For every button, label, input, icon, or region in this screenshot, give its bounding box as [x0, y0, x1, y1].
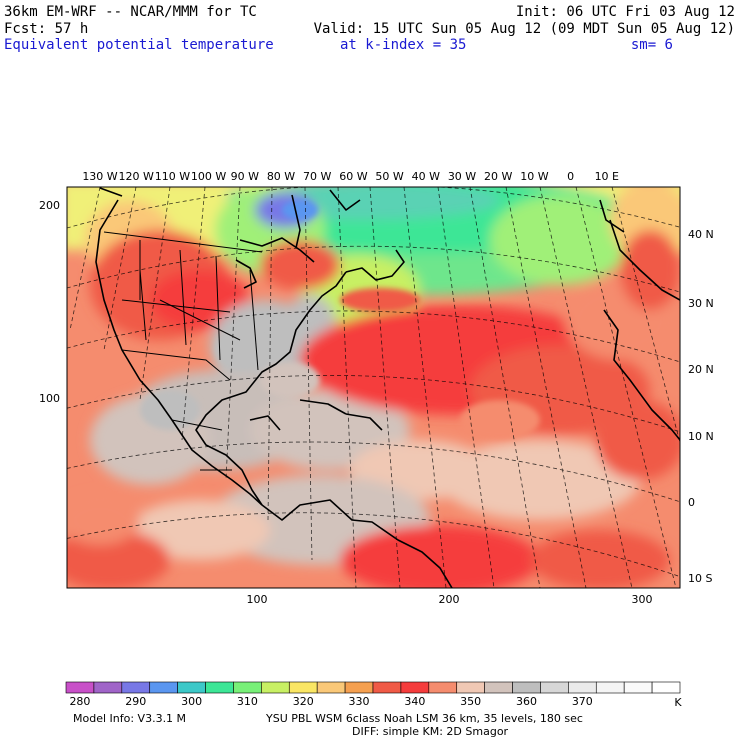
longitude-labels: 130 W 120 W 110 W 100 W 90 W 80 W 70 W 60 W 50 W…	[82, 170, 619, 183]
grid-index-label: 100	[39, 392, 60, 405]
longitude-label: 60 W	[339, 170, 367, 183]
grid-index-label: 300	[632, 593, 653, 606]
colorbar-tick-label: 280	[69, 695, 90, 708]
latitude-label: 10 N	[688, 430, 714, 443]
colorbar-swatch	[288, 681, 318, 694]
colorbar-tick-label: 370	[572, 695, 593, 708]
longitude-label: 80 W	[267, 170, 295, 183]
map-frame	[66, 186, 681, 589]
colorbar-swatch	[177, 681, 206, 694]
grid-index-label: 100	[247, 593, 268, 606]
colorbar-swatch	[623, 681, 653, 694]
latitude-label: 20 N	[688, 363, 714, 376]
colorbar-tick-label: 320	[293, 695, 314, 708]
longitude-label: 40 W	[412, 170, 440, 183]
level-info: at k-index = 35	[340, 37, 466, 53]
longitude-label: 10 W	[520, 170, 548, 183]
colorbar-swatch	[149, 681, 178, 694]
colorbar-tick-label: 290	[125, 695, 146, 708]
colorbar-tick-label: 340	[404, 695, 425, 708]
coastlines	[95, 187, 680, 588]
longitude-label: 110 W	[155, 170, 190, 183]
grid-index-label: 200	[439, 593, 460, 606]
physics-info: YSU PBL WSM 6class Noah LSM 36 km, 35 le…	[265, 712, 583, 725]
theta-e-detail	[140, 200, 540, 440]
latitude-label: 0	[688, 496, 695, 509]
latitude-labels: 40 N 30 N 20 N 10 N 0 10 S	[688, 228, 714, 585]
colorbar-swatch	[400, 681, 430, 694]
graticule	[67, 187, 680, 588]
colorbar-swatch	[65, 681, 95, 694]
colorbar-swatch	[93, 681, 123, 694]
colorbar-tick-label: 310	[237, 695, 258, 708]
longitude-label: 10 E	[595, 170, 619, 183]
field-name: Equivalent potential temperature	[4, 37, 274, 53]
model-title: 36km EM-WRF -- NCAR/MMM for TC	[4, 4, 257, 20]
init-time: Init: 06 UTC Fri 03 Aug 12	[516, 4, 735, 20]
left-grid-labels: 200 100	[39, 199, 60, 405]
colorbar-tick-label: 360	[516, 695, 537, 708]
diffusion-info: DIFF: simple KM: 2D Smagor	[352, 725, 509, 738]
longitude-label: 120 W	[119, 170, 154, 183]
colorbar-swatch	[512, 681, 541, 694]
colorbar-tick-labels: 280 290 300 310 320 330 340 350 360 370	[69, 695, 592, 708]
colorbar-swatch	[233, 681, 262, 694]
model-info: Model Info: V3.3.1 M	[73, 712, 186, 725]
longitude-label: 30 W	[448, 170, 476, 183]
colorbar-tick-label: 330	[349, 695, 370, 708]
colorbar-swatch	[428, 681, 458, 694]
latitude-label: 10 S	[688, 572, 712, 585]
colorbar-tick-label: 300	[181, 695, 202, 708]
political-borders	[103, 231, 263, 471]
colorbar-swatch	[540, 681, 569, 694]
forecast-hour: Fcst: 57 h	[4, 21, 88, 37]
longitude-label: 0	[567, 170, 574, 183]
colorbar	[65, 681, 681, 694]
colorbar-swatch	[316, 681, 346, 694]
colorbar-swatch	[568, 681, 597, 694]
latitude-label: 40 N	[688, 228, 714, 241]
colorbar-unit: K	[674, 696, 682, 709]
colorbar-swatch	[651, 681, 681, 694]
colorbar-swatch	[456, 681, 485, 694]
colorbar-swatch	[344, 681, 374, 694]
colorbar-tick-label: 350	[460, 695, 481, 708]
longitude-label: 70 W	[303, 170, 331, 183]
longitude-label: 100 W	[191, 170, 226, 183]
colorbar-swatch	[372, 681, 402, 694]
grid-index-label: 200	[39, 199, 60, 212]
longitude-label: 20 W	[484, 170, 512, 183]
bottom-grid-labels: 100 200 300	[247, 593, 653, 606]
colorbar-swatch	[484, 681, 513, 694]
longitude-label: 90 W	[231, 170, 259, 183]
longitude-label: 130 W	[82, 170, 117, 183]
colorbar-swatch	[205, 681, 234, 694]
smoothing-info: sm= 6	[631, 37, 673, 53]
colorbar-swatch	[121, 681, 151, 694]
map-panel	[67, 187, 680, 588]
colorbar-swatch	[261, 681, 290, 694]
longitude-label: 50 W	[375, 170, 403, 183]
valid-time: Valid: 15 UTC Sun 05 Aug 12 (09 MDT Sun …	[314, 21, 735, 37]
latitude-label: 30 N	[688, 297, 714, 310]
colorbar-swatch	[595, 681, 625, 694]
